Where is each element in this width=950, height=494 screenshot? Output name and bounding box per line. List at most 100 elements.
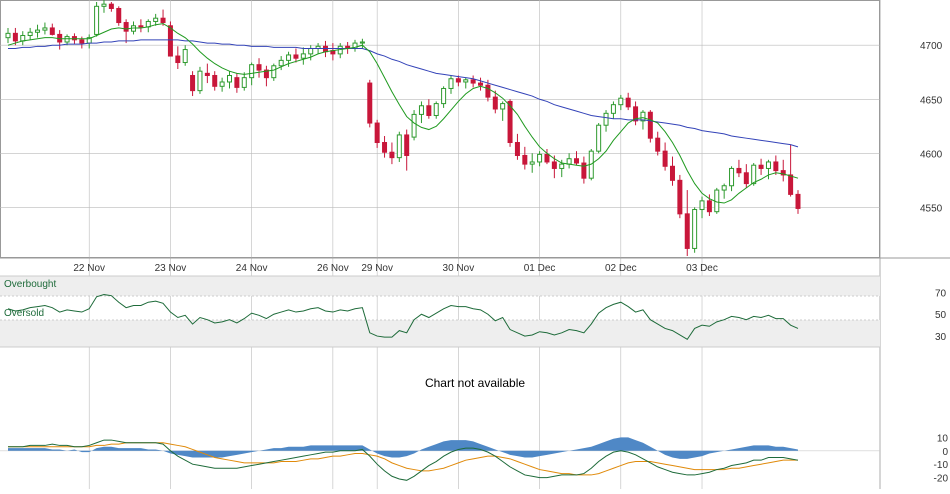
candle (116, 6, 122, 26)
oversold-label: Oversold (4, 308, 44, 319)
candle (603, 110, 609, 132)
candle (204, 63, 210, 84)
price-y-tick-label: 4600 (920, 149, 943, 160)
candle (138, 19, 144, 33)
overbought-band (0, 276, 880, 296)
candle (633, 101, 639, 126)
candle (226, 71, 232, 89)
candle (396, 131, 402, 162)
candle-body (382, 142, 388, 153)
candle-body (455, 78, 461, 83)
overbought-label: Overbought (4, 279, 56, 290)
candle (42, 22, 48, 35)
candle-body (138, 25, 144, 28)
candle-body (522, 154, 528, 165)
candle (108, 2, 114, 12)
candle (463, 77, 469, 89)
candle (765, 159, 771, 180)
candle (286, 51, 292, 67)
candle (736, 159, 742, 178)
candle-body (42, 27, 48, 31)
candle-body (308, 47, 314, 55)
candle-body (669, 165, 675, 181)
candle-body (190, 74, 196, 92)
candle (669, 156, 675, 186)
candle (271, 63, 277, 81)
candle-body (684, 213, 690, 249)
date-label: 03 Dec (686, 263, 718, 274)
candle-body (396, 134, 402, 159)
candle-body (167, 25, 173, 57)
macd-y-tick-label: -20 (934, 474, 949, 485)
candle (167, 21, 173, 57)
candle-body (514, 142, 520, 156)
candle-body (751, 164, 757, 185)
candle-body (241, 77, 247, 88)
candle-body (433, 103, 439, 116)
candle (795, 190, 801, 214)
candle-body (20, 35, 26, 42)
candle (27, 27, 33, 40)
candle (256, 58, 262, 78)
candle-body (647, 111, 653, 139)
candle (470, 75, 476, 88)
candle (278, 56, 284, 71)
macd-histogram (8, 437, 798, 459)
candle (721, 183, 727, 199)
candle (153, 13, 159, 26)
candle (677, 174, 683, 219)
candle-body (581, 162, 587, 179)
candle-body (263, 69, 269, 79)
candle (537, 151, 543, 167)
candle (241, 72, 247, 91)
candle-body (706, 200, 712, 213)
candle-body (426, 105, 432, 116)
candle-body (618, 97, 624, 106)
candle-body (507, 100, 513, 144)
candle-body (500, 103, 506, 110)
candle (426, 99, 432, 119)
candle-body (12, 32, 18, 42)
candle (300, 47, 306, 65)
candle-body (293, 54, 299, 59)
macd-y-tick-labels: 10 0 -10 -20 (934, 433, 949, 484)
candle (662, 142, 668, 171)
candle-body (625, 97, 631, 108)
macd-y-tick-label: 10 (937, 433, 949, 444)
date-label: 30 Nov (443, 263, 475, 274)
candle (706, 194, 712, 217)
candle-body (219, 81, 225, 87)
candle-body (249, 64, 255, 79)
candle (492, 90, 498, 114)
candle (699, 196, 705, 219)
candle (160, 9, 166, 26)
candle-body (478, 82, 484, 86)
price-y-tick-label: 4550 (920, 203, 943, 214)
candle-body (49, 27, 55, 35)
candle-body (123, 22, 129, 32)
rsi-y-tick-label: 50 (935, 310, 947, 321)
price-plot-area (0, 0, 880, 258)
candle (411, 110, 417, 141)
candle (12, 27, 18, 46)
candle (212, 71, 218, 91)
candle (507, 99, 513, 147)
macd-line (8, 439, 799, 481)
chart-unavailable-message: Chart not available (424, 376, 526, 390)
candle (404, 129, 410, 171)
candle-body (765, 161, 771, 169)
moving-average-short-line (7, 23, 799, 204)
candle (758, 158, 764, 175)
candle (190, 71, 196, 97)
candle-body (566, 158, 572, 165)
candle-body (404, 134, 410, 156)
candle-body (633, 106, 639, 122)
candle-body (470, 79, 476, 84)
macd-y-tick-label: -10 (934, 460, 949, 471)
candle-body (374, 122, 380, 144)
price-y-tick-label: 4650 (920, 95, 943, 106)
candle-body (101, 3, 107, 7)
candle-body (677, 179, 683, 215)
candle (35, 24, 41, 38)
date-label: 29 Nov (361, 263, 393, 274)
